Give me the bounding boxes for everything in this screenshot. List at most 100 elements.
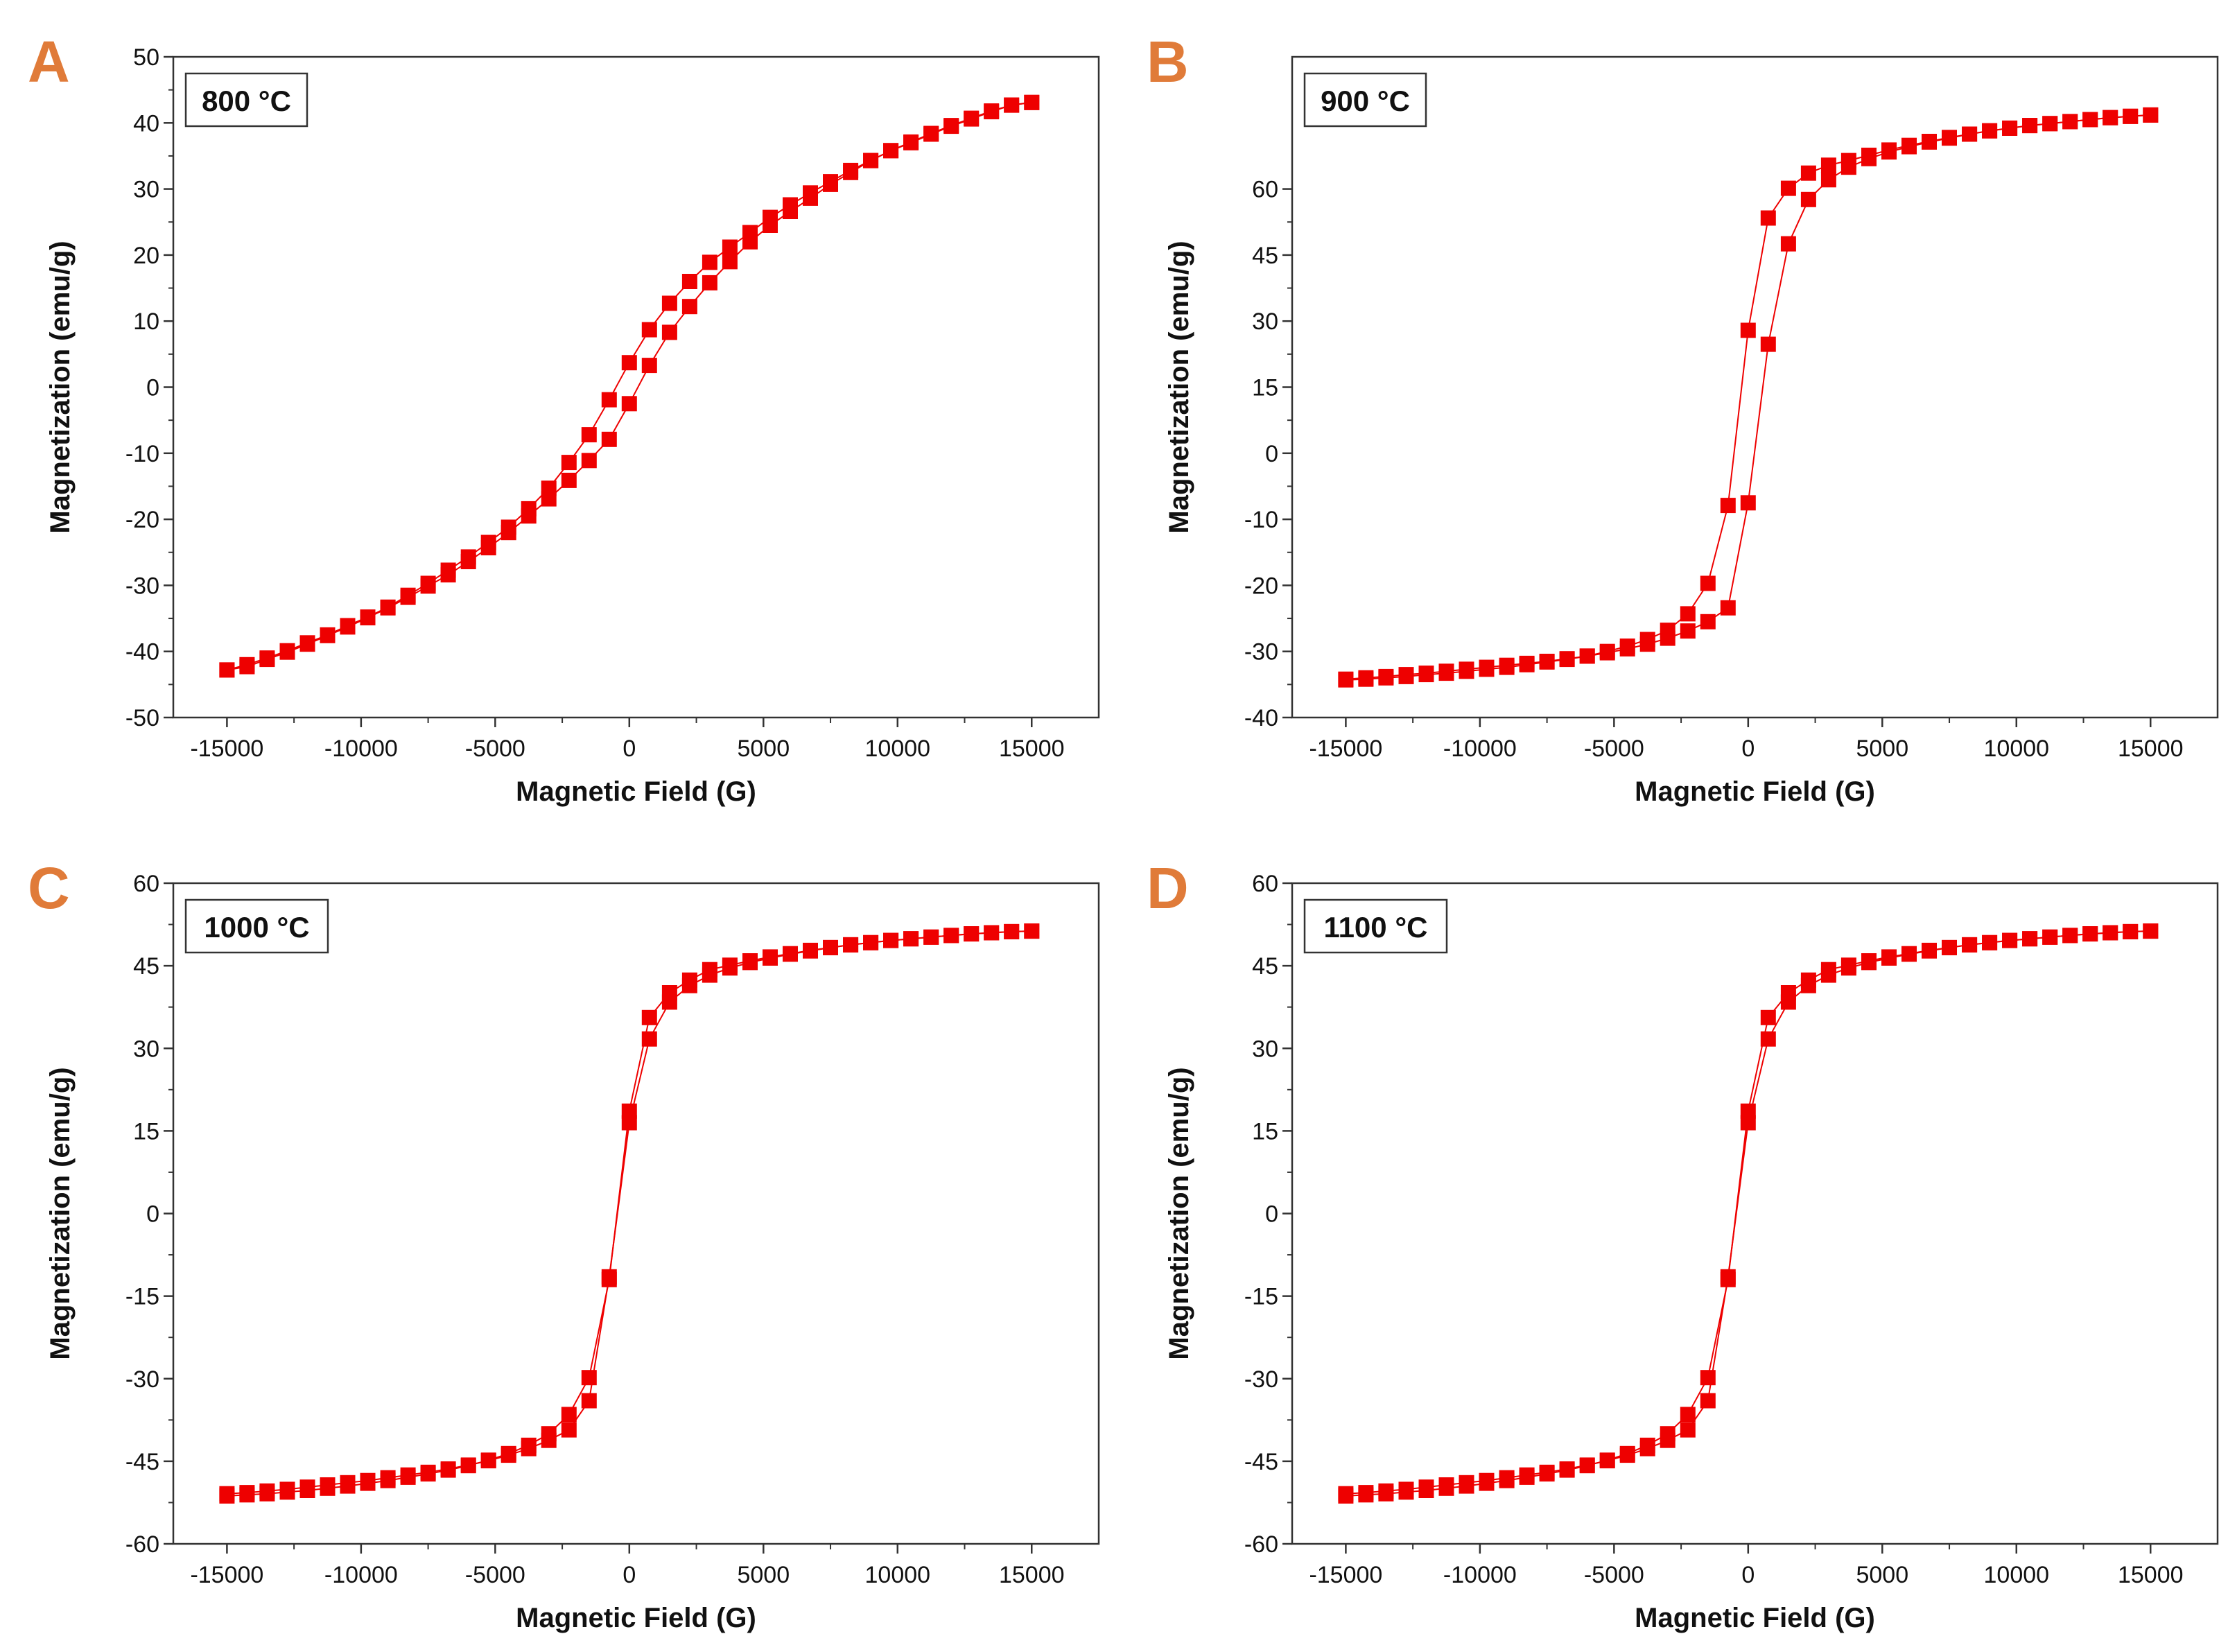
data-point [1660,1426,1675,1442]
data-point [1680,1422,1696,1438]
x-tick-label: -10000 [324,1562,398,1588]
data-point [661,324,677,340]
data-point [420,1466,436,1482]
data-point [1539,1466,1555,1482]
data-point [1418,667,1434,683]
data-point [259,1486,275,1502]
data-point [1800,191,1816,207]
y-tick-label: -60 [1244,1531,1278,1558]
data-point [1982,123,1998,139]
data-point [621,1103,637,1119]
data-point [219,1488,235,1504]
data-point [501,519,516,535]
data-point [400,587,416,603]
data-point [803,185,818,201]
data-point [863,934,879,950]
data-point [1479,661,1495,677]
data-point [1780,985,1796,1000]
y-tick-label: 40 [133,110,159,137]
data-point [299,635,315,651]
data-point [661,985,677,1000]
data-point [1780,180,1796,196]
y-tick-label: 0 [146,375,159,401]
x-tick-label: 5000 [737,1562,790,1588]
data-point [702,275,717,290]
chart-panel-c: C -60 -45 -30 -15 0 15 30 45 60 -15000 -10000 -5000 0… [28,855,1100,1633]
data-point [923,125,939,141]
plot-area-frame [1291,882,2219,1545]
data-point [1680,623,1696,639]
data-point [1358,671,1374,687]
y-tick-label: -10 [125,441,159,467]
y-tick-label: -60 [125,1531,159,1558]
data-point [1760,210,1776,226]
data-point [2062,114,2078,130]
series-line [1346,930,2151,1497]
data-point [1338,1488,1354,1504]
data-point [1922,942,1937,958]
data-point [722,254,738,270]
data-point [2123,108,2139,124]
series-descending [1338,107,2159,688]
x-tick-label: -5000 [1584,1562,1644,1588]
data-point [1800,972,1816,988]
data-point [984,925,1000,941]
data-point [621,355,637,371]
data-point [2082,926,2098,942]
data-point [1820,157,1836,173]
data-point [521,501,537,516]
data-point [581,427,597,443]
data-point [1459,1478,1474,1494]
x-tick-label: 10000 [865,1562,931,1588]
data-point [1881,949,1897,965]
data-point [541,1426,557,1442]
data-point [380,1472,396,1488]
series-ascending [219,94,1040,678]
data-point [501,1445,516,1461]
y-tick-label: -50 [125,705,159,731]
y-tick-label: 0 [1265,441,1278,467]
data-point [1700,1393,1716,1409]
legend-frame [1303,72,1427,128]
data-point [1499,1472,1515,1488]
series-line [227,930,1032,1495]
data-point [783,946,798,962]
y-axis-title: Magnetization (emu/g) [1164,1067,1194,1359]
data-point [400,1469,416,1485]
y-tick-label: 20 [133,243,159,269]
data-point [1599,1452,1615,1468]
x-tick-label: -15000 [1309,736,1382,762]
panel-label: C [28,855,70,921]
data-point [581,1393,597,1409]
data-point [1004,923,1020,939]
y-tick-label: 30 [1252,1036,1278,1062]
y-tick-label: -20 [1244,573,1278,599]
data-point [1024,94,1040,110]
data-point [1700,1370,1716,1386]
data-point [1004,97,1020,113]
data-point [1861,953,1877,968]
data-point [299,1483,315,1498]
data-point [1024,923,1040,939]
data-point [1901,946,1917,962]
data-point [1922,134,1937,149]
x-tick-label: -15000 [190,1562,263,1588]
y-tick-label: 60 [133,871,159,897]
x-axis-title: Magnetic Field (G) [1635,776,1875,807]
data-point [561,1407,577,1423]
panel-label: B [1147,29,1189,94]
data-point [1962,937,1978,953]
series-descending [219,94,1040,678]
data-point [2103,110,2118,125]
chart-panel-d: D -60 -45 -30 -15 0 15 30 45 60 -15000 -10000 -5000 0… [1147,855,2219,1633]
x-tick-label: 10000 [865,736,931,762]
panel-label: A [28,29,70,94]
data-point [681,299,697,315]
data-point [360,609,376,625]
data-point [943,928,959,944]
data-point [2082,112,2098,128]
data-point [1639,1437,1655,1453]
data-point [1338,672,1354,688]
legend-box: 1000 °C [184,898,329,954]
x-axis-title: Magnetic Field (G) [1635,1603,1875,1633]
